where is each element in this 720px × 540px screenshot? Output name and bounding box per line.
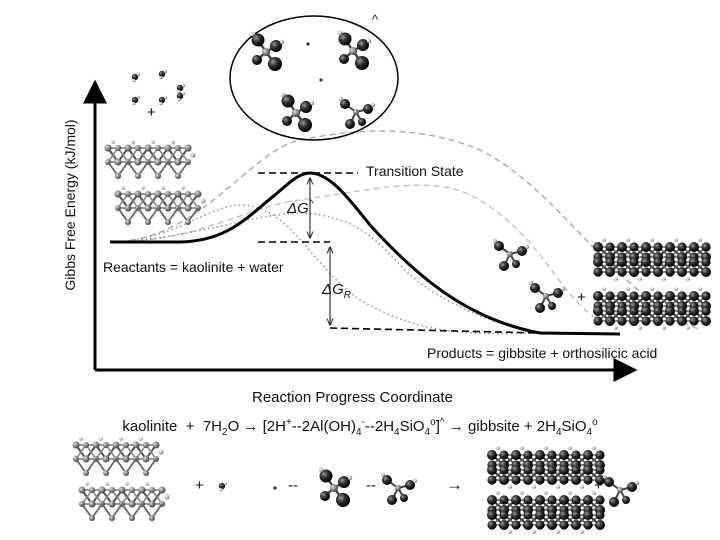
reactants-plus: + — [147, 104, 156, 121]
bottom-dash-2: -- — [366, 477, 376, 494]
bottom-proton — [273, 486, 277, 490]
delta-g-activation-label: ΔG^ — [287, 199, 314, 217]
products-plus: + — [577, 289, 586, 306]
y-axis-label: Gibbs Free Energy (kJ/mol) — [62, 119, 78, 291]
product-gibbsite — [592, 237, 712, 331]
bottom-dash-1: -- — [288, 477, 298, 494]
delta-g-reaction-label: ΔGR — [322, 281, 351, 301]
axes — [83, 79, 638, 382]
bottom-plus-1: + — [195, 477, 204, 494]
reaction-equation: kaolinite + 7H2O → [2H+--2Al(OH)4---2H4S… — [122, 417, 598, 438]
transition-complex-bubble — [229, 15, 399, 141]
bubble-mark: ^ — [372, 12, 379, 27]
pathway-dashed-high — [109, 130, 701, 331]
reactant-kaolinite — [103, 139, 207, 226]
reactants-label: Reactants = kaolinite + water — [103, 259, 284, 275]
bottom-plus-2: + — [594, 477, 603, 494]
bottom-reaction-scheme — [71, 436, 640, 535]
transition-state-label: Transition State — [366, 163, 464, 179]
reactant-water-molecules — [131, 69, 186, 106]
x-axis-label: Reaction Progress Coordinate — [252, 389, 453, 406]
bottom-arrow: → — [446, 475, 463, 494]
main-energy-curve — [110, 171, 621, 336]
products-label: Products = gibbsite + orthosilicic acid — [427, 345, 658, 361]
product-level — [329, 327, 541, 334]
product-silicic-acid — [492, 238, 566, 314]
